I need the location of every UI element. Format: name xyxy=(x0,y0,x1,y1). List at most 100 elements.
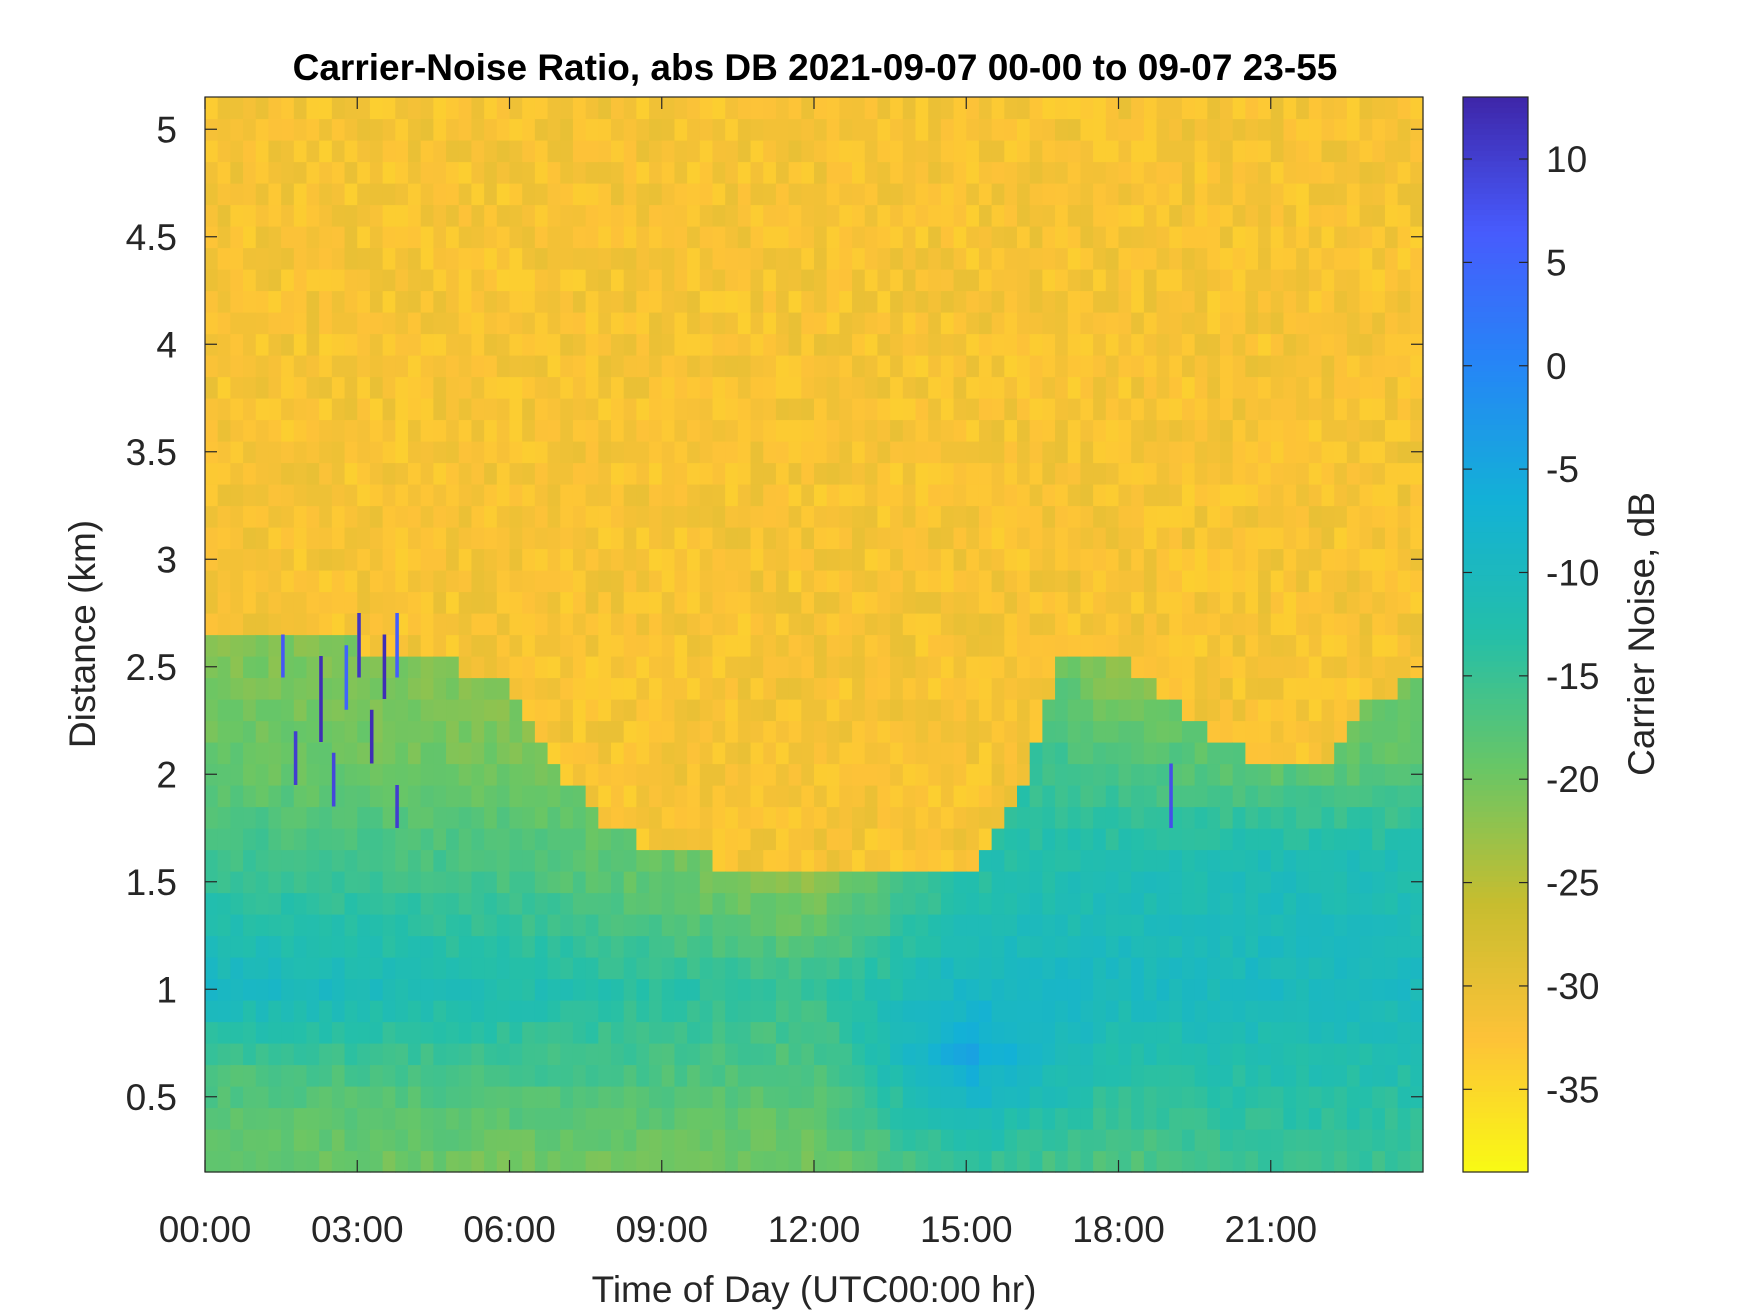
heatmap-cell xyxy=(1004,441,1018,464)
heatmap-cell xyxy=(699,333,714,356)
heatmap-cell xyxy=(1308,333,1323,356)
heatmap-cell xyxy=(1042,462,1056,485)
heatmap-cell xyxy=(509,355,523,378)
heatmap-cell xyxy=(1105,699,1120,722)
heatmap-cell xyxy=(1410,484,1424,507)
heatmap-cell xyxy=(1194,978,1208,1001)
heatmap-cell xyxy=(369,1043,384,1066)
heatmap-cell xyxy=(1156,1129,1170,1152)
heatmap-cell xyxy=(1372,892,1386,915)
heatmap-cell xyxy=(205,742,219,765)
heatmap-cell xyxy=(1131,140,1145,163)
heatmap-cell xyxy=(1017,763,1031,786)
heatmap-cell xyxy=(1334,656,1348,679)
heatmap-cell xyxy=(890,699,904,722)
heatmap-cell xyxy=(712,914,726,937)
heatmap-cell xyxy=(902,892,917,915)
heatmap-cell xyxy=(699,140,714,163)
heatmap-cell xyxy=(1384,742,1399,765)
heatmap-cell xyxy=(915,656,929,679)
heatmap-cell xyxy=(1029,1086,1043,1109)
heatmap-cell xyxy=(1308,935,1323,958)
heatmap-cell xyxy=(534,806,549,829)
heatmap-cell xyxy=(978,419,993,442)
heatmap-cell xyxy=(1004,484,1018,507)
heatmap-cell xyxy=(966,1000,980,1023)
heatmap-cell xyxy=(864,677,879,700)
heatmap-cell xyxy=(230,1043,244,1066)
heatmap-cell xyxy=(991,656,1005,679)
heatmap-cell xyxy=(509,849,523,872)
heatmap-cell xyxy=(1245,699,1259,722)
heatmap-cell xyxy=(991,935,1005,958)
colorbar-band xyxy=(1463,226,1528,232)
heatmap-cell xyxy=(357,699,371,722)
heatmap-cell xyxy=(890,118,904,141)
heatmap-cell xyxy=(1131,183,1145,206)
heatmap-cell xyxy=(712,269,726,292)
heatmap-cell xyxy=(1232,1064,1246,1087)
heatmap-cell xyxy=(826,634,840,657)
heatmap-cell xyxy=(623,419,637,442)
heatmap-cell xyxy=(1296,527,1310,550)
heatmap-cell xyxy=(598,957,612,980)
heatmap-cell xyxy=(636,935,650,958)
heatmap-cell xyxy=(243,548,257,571)
heatmap-cell xyxy=(509,161,523,184)
heatmap-cell xyxy=(890,204,904,227)
heatmap-cell xyxy=(1131,204,1145,227)
heatmap-cell xyxy=(1283,656,1297,679)
heatmap-cell xyxy=(636,441,650,464)
heatmap-cell xyxy=(357,204,371,227)
heatmap-cell xyxy=(763,312,777,335)
heatmap-cell xyxy=(268,312,282,335)
heatmap-cell xyxy=(293,656,308,679)
heatmap-cell xyxy=(331,462,346,485)
heatmap-cell xyxy=(940,204,955,227)
heatmap-cell xyxy=(1118,785,1132,808)
heatmap-cell xyxy=(915,763,929,786)
heatmap-cell xyxy=(1296,1043,1310,1066)
heatmap-cell xyxy=(357,333,371,356)
heatmap-cell xyxy=(369,161,384,184)
heatmap-cell xyxy=(572,720,587,743)
heatmap-cell xyxy=(1118,333,1132,356)
heatmap-cell xyxy=(928,140,942,163)
heatmap-cell xyxy=(446,892,460,915)
heatmap-cell xyxy=(598,613,612,636)
heatmap-cell xyxy=(877,355,891,378)
heatmap-cell xyxy=(306,656,320,679)
heatmap-cell xyxy=(1308,849,1323,872)
heatmap-cell xyxy=(281,892,295,915)
heatmap-cell xyxy=(471,140,485,163)
heatmap-cell xyxy=(522,376,536,399)
heatmap-cell xyxy=(978,462,993,485)
heatmap-cell xyxy=(534,742,549,765)
heatmap-cell xyxy=(674,226,688,249)
heatmap-cell xyxy=(1181,247,1196,270)
heatmap-cell xyxy=(940,247,955,270)
heatmap-cell xyxy=(775,398,790,421)
heatmap-cell xyxy=(978,656,993,679)
heatmap-cell xyxy=(458,978,473,1001)
heatmap-cell xyxy=(344,957,358,980)
heatmap-cell xyxy=(547,677,561,700)
heatmap-cell xyxy=(1143,419,1158,442)
heatmap-cell xyxy=(1283,355,1297,378)
heatmap-cell xyxy=(369,957,384,980)
heatmap-cell xyxy=(623,935,637,958)
heatmap-cell xyxy=(1080,914,1094,937)
heatmap-cell xyxy=(560,355,574,378)
colorbar-band xyxy=(1463,629,1528,636)
heatmap-cell xyxy=(1131,419,1145,442)
heatmap-cell xyxy=(1080,806,1094,829)
heatmap-cell xyxy=(1156,355,1170,378)
heatmap-cell xyxy=(319,1086,333,1109)
heatmap-cell xyxy=(344,1043,358,1066)
heatmap-cell xyxy=(382,871,396,894)
heatmap-cell xyxy=(357,677,371,700)
heatmap-cell xyxy=(1410,183,1424,206)
heatmap-cell xyxy=(585,269,599,292)
heatmap-cell xyxy=(433,269,447,292)
heatmap-cell xyxy=(230,140,244,163)
